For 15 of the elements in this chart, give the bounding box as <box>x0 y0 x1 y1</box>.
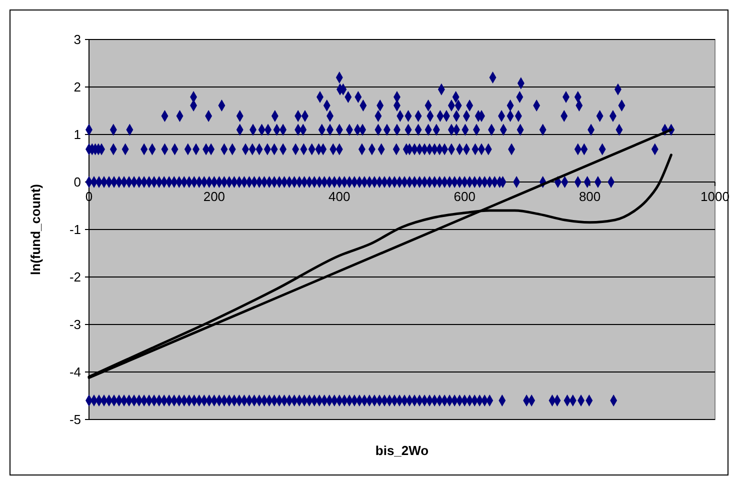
y-tick-label: -5 <box>69 412 81 428</box>
y-tick-label: -2 <box>69 270 81 285</box>
y-tick-label: -1 <box>69 222 81 238</box>
y-tick-label: -4 <box>69 364 81 380</box>
x-tick-label: 800 <box>578 189 601 204</box>
y-tick-label: 0 <box>74 174 81 190</box>
y-tick-label: 2 <box>74 80 81 95</box>
x-tick-label: 400 <box>328 189 350 204</box>
x-tick-label: 200 <box>203 189 226 204</box>
x-tick-label: 600 <box>454 189 476 204</box>
y-tick-label: 3 <box>74 32 81 48</box>
y-tick-label: -3 <box>69 317 81 332</box>
y-axis-title: ln(fund_count) <box>28 184 43 275</box>
x-axis-title: bis_2Wo <box>375 443 429 458</box>
y-tick-label: 1 <box>74 127 81 142</box>
